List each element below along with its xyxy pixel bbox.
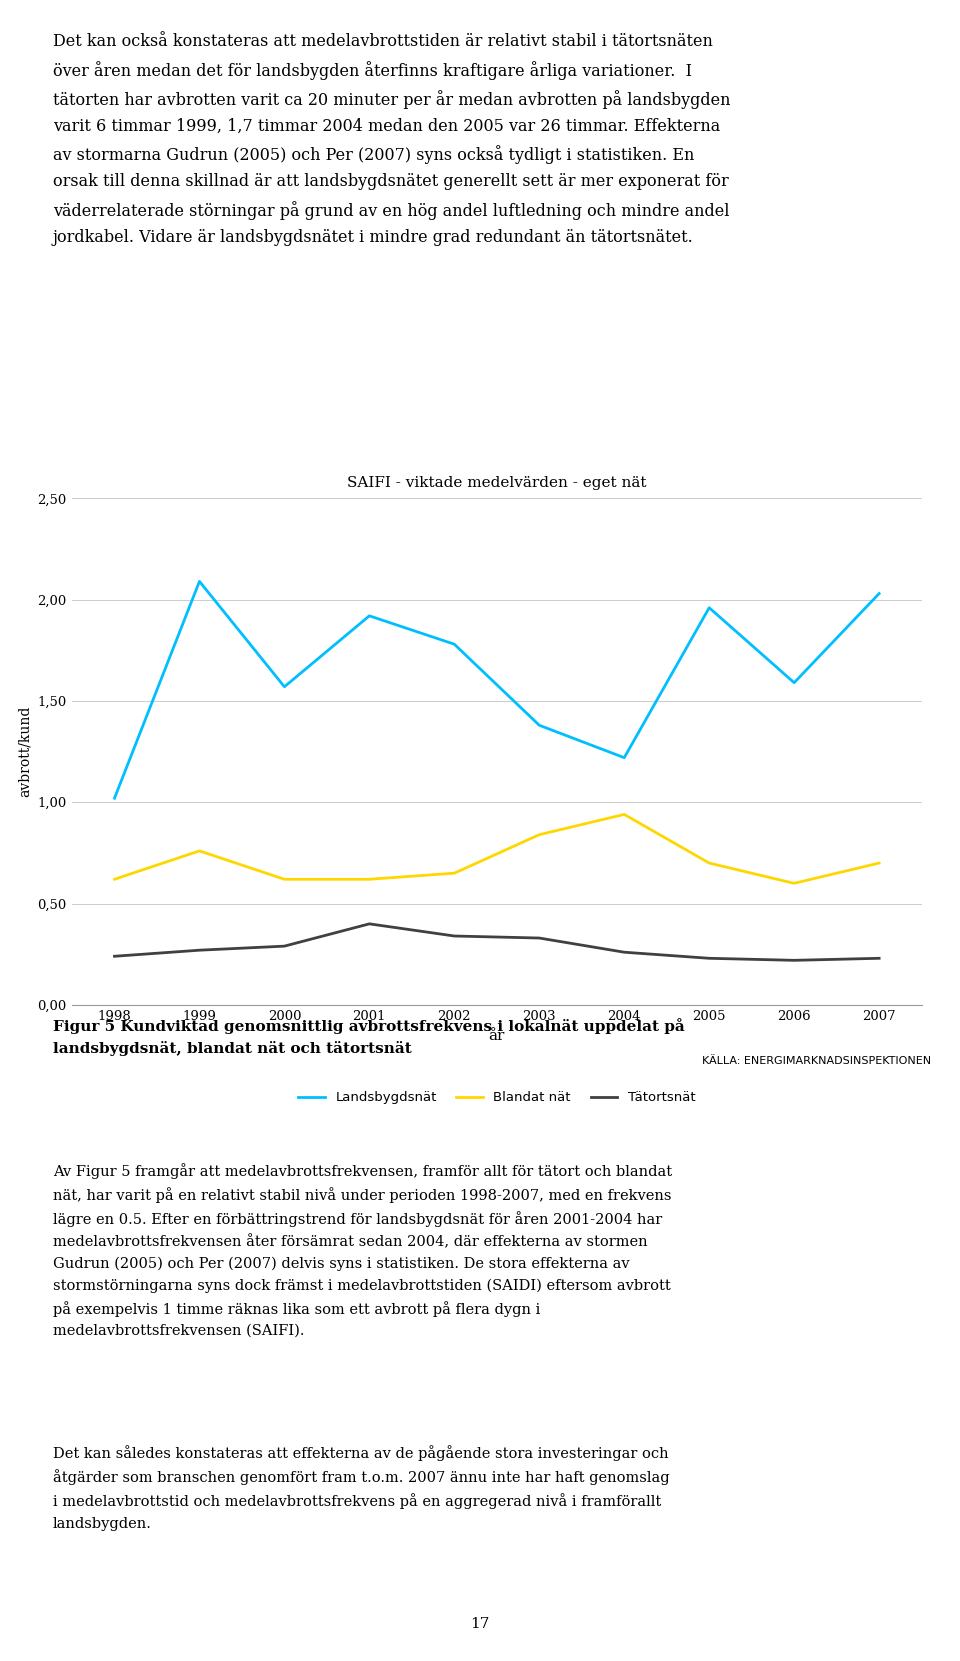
Y-axis label: avbrott/kund: avbrott/kund	[17, 706, 32, 797]
Text: Det kan således konstateras att effekterna av de pågående stora investeringar oc: Det kan således konstateras att effekter…	[53, 1445, 669, 1530]
Text: Det kan också konstateras att medelavbrottstiden är relativt stabil i tätortsnät: Det kan också konstateras att medelavbro…	[53, 33, 731, 246]
Text: Av Figur 5 framgår att medelavbrottsfrekvensen, framför allt för tätort och blan: Av Figur 5 framgår att medelavbrottsfrek…	[53, 1163, 672, 1339]
Text: Figur 5 Kundviktad genomsnittlig avbrottsfrekvens i lokalnät uppdelat på
landsby: Figur 5 Kundviktad genomsnittlig avbrott…	[53, 1018, 684, 1056]
Text: 17: 17	[470, 1616, 490, 1631]
Text: KÄLLA: ENERGIMARKNADSINSPEKTIONEN: KÄLLA: ENERGIMARKNADSINSPEKTIONEN	[702, 1056, 931, 1066]
Title: SAIFI - viktade medelvärden - eget nät: SAIFI - viktade medelvärden - eget nät	[348, 477, 646, 490]
X-axis label: år: år	[489, 1030, 505, 1043]
Legend: Landsbygdsnät, Blandat nät, Tätortsnät: Landsbygdsnät, Blandat nät, Tätortsnät	[293, 1086, 701, 1110]
